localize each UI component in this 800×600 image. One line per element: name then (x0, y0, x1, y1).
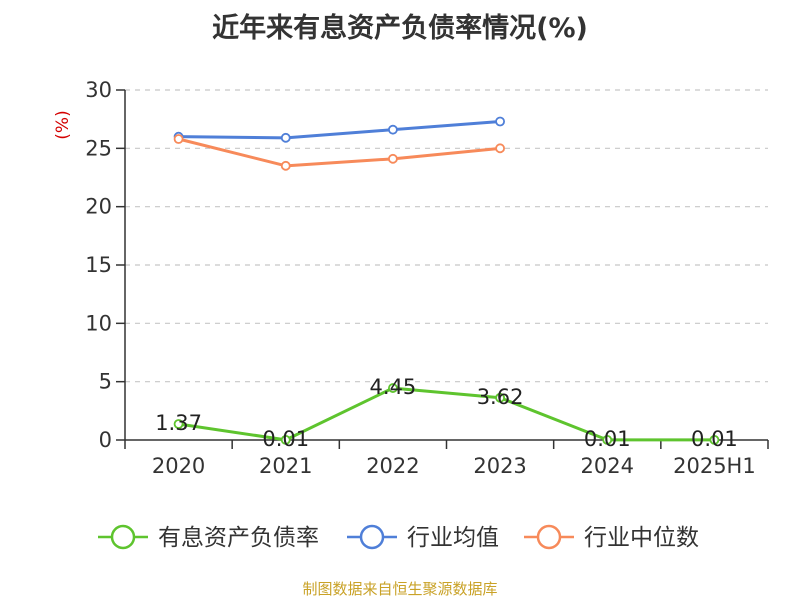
y-axis-unit-label: (%) (53, 110, 73, 139)
series-lines (173, 116, 720, 445)
data-label-2024: 0.01 (584, 427, 631, 451)
legend-marker-2 (536, 524, 562, 550)
y-tick-label-20: 20 (85, 195, 112, 219)
data-label-2020: 1.37 (155, 411, 202, 435)
series-line-2 (178, 137, 501, 168)
series-line-1 (178, 120, 501, 140)
legend-item-2[interactable]: 行业中位数 (524, 524, 699, 551)
x-tick-label-2024: 2024 (581, 454, 634, 478)
series-0-point-2021 (280, 434, 291, 445)
chart-title: 近年来有息资产负债率情况(%) (212, 13, 588, 44)
legend-marker-1 (359, 524, 385, 550)
legend-item-0[interactable]: 有息资产负债率 (98, 524, 319, 551)
y-tick-label-25: 25 (85, 136, 112, 160)
y-tick-label-0: 0 (99, 428, 112, 452)
x-tick-label-2022: 2022 (366, 454, 419, 478)
series-0-point-2022 (388, 383, 398, 393)
source-note: 制图数据来自恒生聚源数据库 (302, 580, 498, 598)
data-labels: 1.37 0.01 4.45 3.62 0.01 0.01 (155, 375, 738, 451)
legend-marker-0 (110, 524, 136, 550)
series-1-point-2022 (388, 124, 398, 135)
x-tick-label-2025H1: 2025H1 (673, 454, 756, 478)
data-label-2025H1: 0.01 (691, 427, 738, 451)
series-0-point-2020 (173, 419, 184, 429)
x-tick-label-2023: 2023 (473, 454, 526, 478)
series-0-point-2023 (495, 392, 505, 403)
data-label-2021: 0.01 (262, 427, 309, 451)
legend-label-2: 行业中位数 (584, 525, 699, 551)
series-1-point-2021 (280, 132, 291, 143)
series-0-point-2025H1 (709, 434, 720, 445)
x-tick-label-2020: 2020 (152, 454, 205, 478)
data-label-2022: 4.45 (370, 375, 417, 399)
series-0-point-2024 (602, 434, 613, 445)
legend-label-0: 有息资产负债率 (158, 525, 319, 551)
series-2-point-2022 (388, 153, 398, 164)
series-2-point-2021 (280, 160, 291, 171)
series-2-point-2023 (495, 143, 505, 154)
y-tick-label-10: 10 (85, 311, 112, 335)
grid-lines (125, 89, 768, 383)
series-2-point-2020 (173, 134, 184, 144)
series-line-0 (178, 386, 715, 442)
data-label-2023: 3.62 (477, 385, 524, 409)
axes: 0 5 10 15 20 25 30 2020 2021 2022 2023 2024 2025H1 (85, 78, 769, 478)
x-tick-label-2021: 2021 (259, 454, 312, 478)
legend-label-1: 行业均值 (407, 525, 499, 551)
y-tick-label-15: 15 (85, 253, 112, 277)
legend-item-1[interactable]: 行业均值 (347, 524, 499, 551)
series-1-point-2023 (495, 116, 505, 127)
y-tick-label-30: 30 (85, 78, 112, 102)
y-tick-label-5: 5 (99, 370, 112, 394)
legend[interactable]: 有息资产负债率 行业均值 行业中位数 (98, 524, 699, 551)
